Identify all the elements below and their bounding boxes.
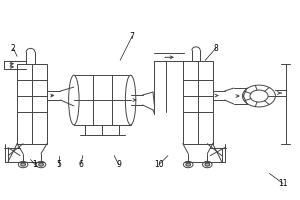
Circle shape <box>18 161 28 168</box>
Text: 7: 7 <box>130 32 134 41</box>
Bar <box>183 61 213 144</box>
Ellipse shape <box>69 75 79 125</box>
Ellipse shape <box>125 75 136 125</box>
Bar <box>17 64 47 144</box>
Text: 5: 5 <box>56 160 61 169</box>
Text: 6: 6 <box>78 160 83 169</box>
Text: 10: 10 <box>154 160 164 169</box>
Text: 11: 11 <box>278 179 288 188</box>
Circle shape <box>205 163 210 166</box>
Circle shape <box>36 161 46 168</box>
Text: 9: 9 <box>116 160 121 169</box>
Text: 8: 8 <box>213 44 218 53</box>
Circle shape <box>250 90 268 102</box>
Circle shape <box>183 161 193 168</box>
Circle shape <box>202 161 212 168</box>
Text: 2: 2 <box>11 44 16 53</box>
Circle shape <box>39 163 44 166</box>
Circle shape <box>186 163 190 166</box>
Bar <box>74 75 130 125</box>
Circle shape <box>21 163 26 166</box>
Text: 1: 1 <box>33 160 38 169</box>
Circle shape <box>243 85 275 107</box>
